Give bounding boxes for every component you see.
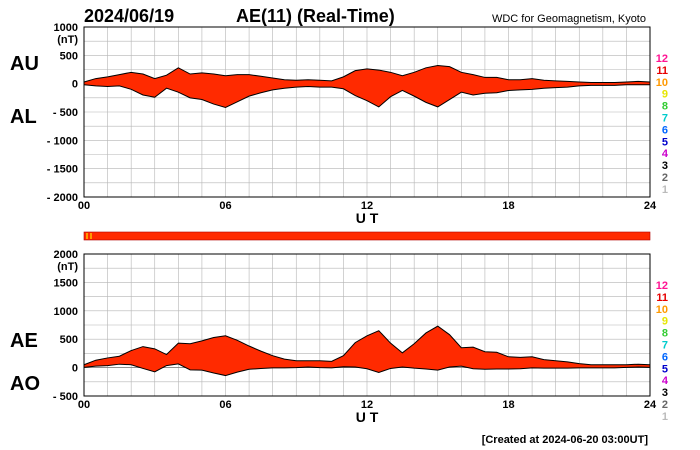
ae-label: AE bbox=[10, 330, 38, 352]
y-tick-label: 500 bbox=[60, 334, 78, 346]
y-tick-label: - 500 bbox=[53, 107, 78, 119]
source-label: WDC for Geomagnetism, Kyoto bbox=[492, 13, 646, 25]
legend-level-9: 9 bbox=[662, 316, 668, 328]
top-x-axis-label: U T bbox=[356, 210, 379, 226]
series-fill-area bbox=[84, 326, 650, 376]
x-tick-label: 24 bbox=[644, 200, 657, 212]
series-line-ao bbox=[83, 363, 651, 377]
activity-bar-marker bbox=[86, 233, 88, 239]
al-label: AL bbox=[10, 106, 37, 128]
legend-level-1: 1 bbox=[662, 411, 668, 423]
legend-level-7: 7 bbox=[662, 340, 668, 352]
y-tick-label: 1500 bbox=[54, 277, 78, 289]
legend-level-4: 4 bbox=[662, 375, 669, 387]
x-tick-label: 12 bbox=[361, 200, 373, 212]
legend-level-3: 3 bbox=[662, 387, 668, 399]
y-tick-label: 0 bbox=[72, 79, 78, 91]
x-tick-label: 00 bbox=[78, 200, 90, 212]
ao-label: AO bbox=[10, 373, 40, 395]
y-tick-label: 1000 bbox=[54, 22, 78, 34]
legend-level-7: 7 bbox=[662, 113, 668, 125]
x-tick-label: 18 bbox=[502, 399, 514, 411]
activity-bar-marker bbox=[90, 233, 92, 239]
activity-bar-fill bbox=[83, 231, 651, 241]
x-tick-label: 06 bbox=[219, 200, 231, 212]
bottom-unit-label: (nT) bbox=[57, 261, 78, 273]
legend-level-5: 5 bbox=[662, 363, 668, 375]
legend-level-5: 5 bbox=[662, 136, 668, 148]
legend-level-12: 12 bbox=[656, 280, 668, 292]
series-line-al bbox=[83, 84, 650, 109]
x-tick-label: 18 bbox=[502, 200, 514, 212]
y-tick-label: - 500 bbox=[53, 391, 78, 403]
series-line-au bbox=[83, 65, 651, 84]
x-tick-label: 24 bbox=[644, 399, 657, 411]
legend-level-2: 2 bbox=[662, 399, 668, 411]
y-tick-label: 500 bbox=[60, 50, 78, 62]
legend-level-3: 3 bbox=[662, 160, 668, 172]
legend-level-8: 8 bbox=[662, 328, 668, 340]
y-tick-label: 2000 bbox=[54, 249, 78, 261]
legend-level-8: 8 bbox=[662, 101, 668, 113]
legend-level-11: 11 bbox=[656, 292, 668, 304]
legend-level-11: 11 bbox=[656, 65, 668, 77]
created-timestamp: [Created at 2024-06-20 03:00UT] bbox=[482, 434, 649, 446]
legend-level-2: 2 bbox=[662, 172, 668, 184]
y-tick-label: 1000 bbox=[54, 306, 78, 318]
legend-level-10: 10 bbox=[656, 77, 668, 89]
legend-level-1: 1 bbox=[662, 184, 668, 196]
series-line-ae bbox=[83, 325, 651, 366]
index-title: AE(11) (Real-Time) bbox=[236, 6, 395, 26]
legend-level-4: 4 bbox=[662, 148, 669, 160]
legend-level-6: 6 bbox=[662, 124, 668, 136]
y-tick-label: - 1000 bbox=[47, 135, 78, 147]
x-tick-label: 06 bbox=[219, 399, 231, 411]
y-tick-label: - 2000 bbox=[47, 192, 78, 204]
top-unit-label: (nT) bbox=[57, 34, 78, 46]
x-tick-label: 12 bbox=[361, 399, 373, 411]
legend-level-12: 12 bbox=[656, 53, 668, 65]
y-tick-label: 0 bbox=[72, 363, 78, 375]
activity-bar bbox=[83, 231, 651, 241]
legend-level-9: 9 bbox=[662, 89, 668, 101]
legend-level-10: 10 bbox=[656, 304, 668, 316]
legend-level-6: 6 bbox=[662, 351, 668, 363]
date-title: 2024/06/19 bbox=[84, 6, 174, 26]
bottom-x-axis-label: U T bbox=[356, 409, 379, 425]
au-label: AU bbox=[10, 53, 39, 75]
y-tick-label: - 1500 bbox=[47, 164, 78, 176]
x-tick-label: 00 bbox=[78, 399, 90, 411]
